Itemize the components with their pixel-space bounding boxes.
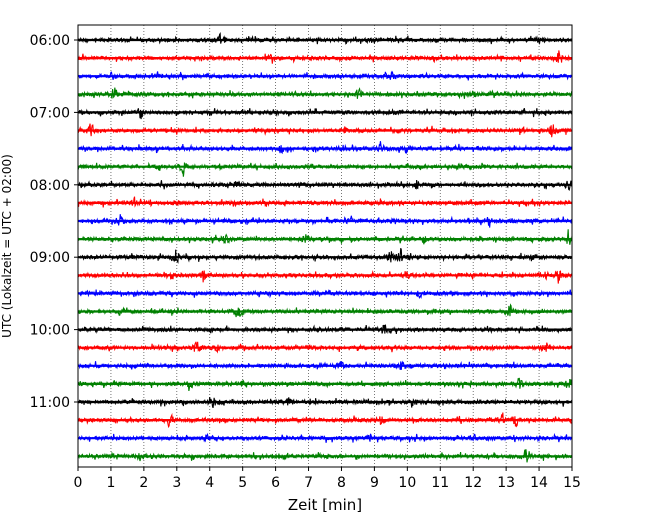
plot-frame [77,24,573,468]
x-tick-label: 15 [563,475,581,491]
x-tick-label: 9 [370,475,379,491]
y-tick-label: 10:00 [30,323,70,339]
x-tick-label: 10 [398,475,416,491]
y-axis-ticks: 06:00 07:00 08:00 09:00 10:00 11:00 [30,33,78,411]
trace-line [77,31,573,46]
trace-line [77,123,573,138]
y-tick-label: 08:00 [30,178,70,194]
x-tick-label: 4 [205,475,214,491]
x-tick-label: 6 [271,475,280,491]
x-tick-label: 13 [497,475,515,491]
x-tick-label: 11 [431,475,449,491]
x-tick-label: 0 [74,475,83,491]
x-tick-label: 1 [106,475,115,491]
x-tick-label: 2 [139,475,148,491]
x-tick-label: 3 [172,475,181,491]
trace-line [77,303,573,318]
y-tick-label: 07:00 [30,105,70,121]
trace-group [77,31,573,463]
y-tick-label: 09:00 [30,250,70,266]
x-tick-label: 5 [238,475,247,491]
x-tick-label: 8 [337,475,346,491]
x-axis-label: Zeit [min] [288,496,362,514]
x-axis-ticks: 0 1 2 3 4 5 6 7 8 9 10 11 12 13 14 15 [74,467,581,491]
y-axis-label: UTC (Lokalzeit = UTC + 02:00) [0,154,14,338]
y-tick-label: 11:00 [30,395,70,411]
x-tick-label: 7 [304,475,313,491]
x-tick-label: 12 [464,475,482,491]
x-tick-label: 14 [530,475,548,491]
y-tick-label: 06:00 [30,33,70,49]
